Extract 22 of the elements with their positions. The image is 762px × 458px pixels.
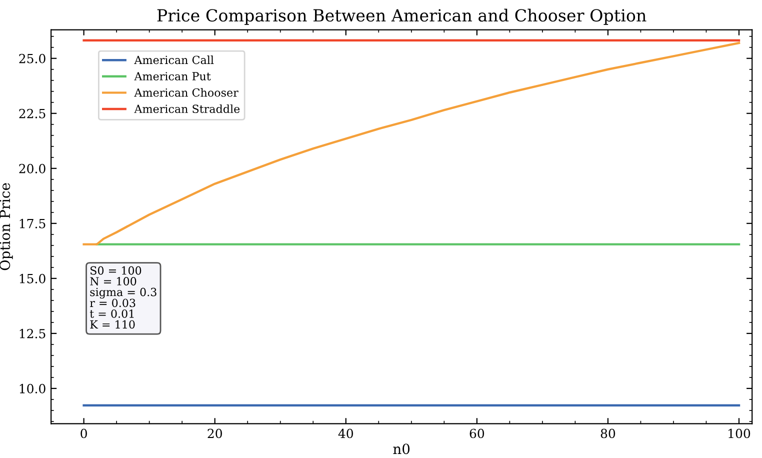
- x-tick-label: 40: [338, 428, 354, 438]
- legend-label: American Chooser: [134, 88, 238, 97]
- y-axis-title: Option Price: [0, 183, 13, 270]
- x-axis-title: n0: [393, 444, 410, 454]
- x-tick-label: 100: [728, 428, 750, 438]
- x-tick-label: 80: [600, 428, 616, 438]
- y-tick-label: 17.5: [20, 218, 46, 228]
- y-tick-label: 10.0: [20, 384, 46, 394]
- y-tick-label: 12.5: [20, 328, 46, 338]
- legend-label: American Put: [134, 72, 211, 80]
- legend-label: American Straddle: [134, 104, 240, 114]
- legend-label: American Call: [134, 56, 214, 64]
- x-tick-label: 0: [80, 428, 87, 438]
- y-tick-label: 25.0: [19, 54, 46, 64]
- y-tick-label: 15.0: [20, 274, 46, 284]
- y-tick-label: 20.0: [19, 164, 46, 174]
- annotation: S0 = 100 N = 100 sigma = 0.3 r = 0.03 t = 0.01 K = 110: [90, 266, 156, 329]
- x-tick-label: 20: [208, 428, 222, 438]
- chart-title: Price Comparison Between American and Chooser Option: [157, 8, 646, 25]
- line-series: [82, 42, 740, 246]
- x-tick-label: 60: [470, 428, 484, 438]
- y-tick-label: 22.5: [19, 108, 46, 118]
